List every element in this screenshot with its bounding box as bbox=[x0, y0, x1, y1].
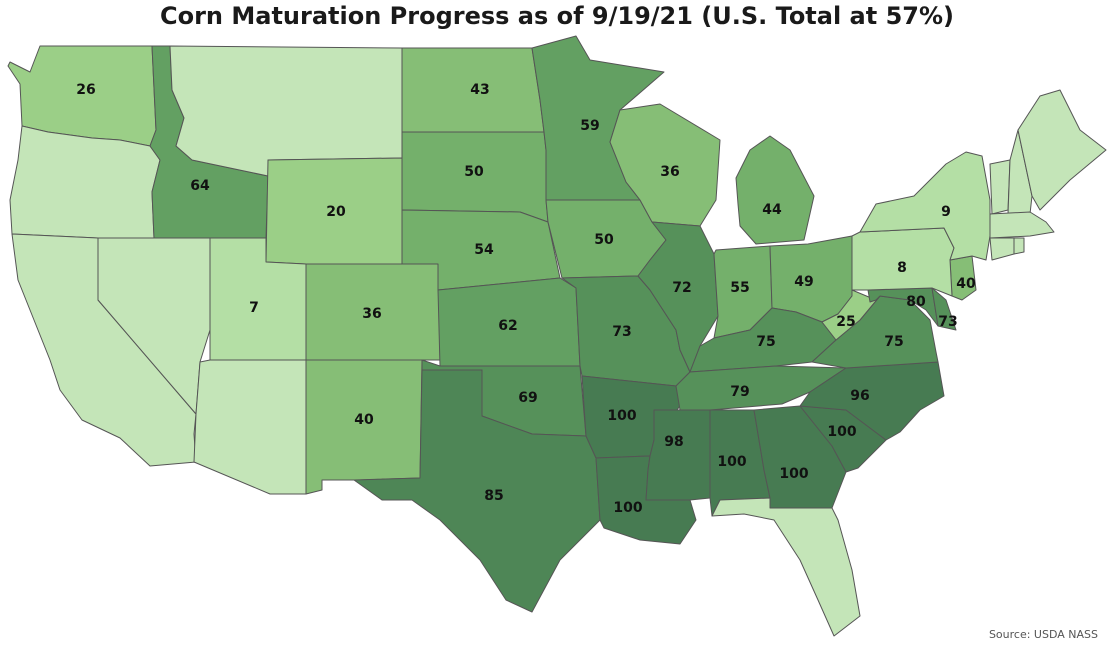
state-arizona bbox=[193, 359, 307, 495]
map-title: Corn Maturation Progress as of 9/19/21 (… bbox=[159, 2, 954, 30]
value-label-new-jersey: 40 bbox=[956, 276, 976, 292]
value-label-alabama: 100 bbox=[717, 454, 746, 470]
value-label-virginia: 75 bbox=[884, 334, 903, 350]
state-texas bbox=[353, 369, 601, 613]
value-label-texas: 85 bbox=[484, 488, 503, 504]
value-label-michigan: 44 bbox=[762, 202, 782, 218]
value-label-colorado: 36 bbox=[362, 306, 381, 322]
value-label-indiana: 55 bbox=[730, 280, 749, 296]
value-label-arkansas: 100 bbox=[607, 408, 636, 424]
value-label-wyoming: 20 bbox=[326, 204, 346, 220]
state-delaware bbox=[931, 287, 957, 331]
value-label-missouri: 73 bbox=[612, 324, 631, 340]
value-label-delaware: 73 bbox=[938, 314, 957, 330]
state-montana bbox=[169, 45, 403, 177]
value-label-south-dakota: 50 bbox=[464, 164, 484, 180]
value-label-iowa: 50 bbox=[594, 232, 614, 248]
state-new-hampshire bbox=[1007, 129, 1033, 215]
state-tennessee bbox=[675, 365, 847, 411]
value-label-new-york: 9 bbox=[941, 204, 951, 220]
value-label-illinois: 72 bbox=[672, 280, 691, 296]
state-north-carolina bbox=[799, 361, 945, 441]
value-label-nebraska: 54 bbox=[474, 242, 494, 258]
value-label-washington: 26 bbox=[76, 82, 95, 98]
value-label-kentucky: 75 bbox=[756, 334, 775, 350]
state-vermont bbox=[989, 159, 1011, 215]
value-label-utah: 7 bbox=[249, 300, 259, 316]
value-label-mississippi: 98 bbox=[664, 434, 683, 450]
value-label-pennsylvania: 8 bbox=[897, 260, 907, 276]
source-note: Source: USDA NASS bbox=[988, 628, 1098, 641]
value-label-ohio: 49 bbox=[794, 274, 813, 290]
state-florida bbox=[711, 497, 861, 637]
value-label-minnesota: 59 bbox=[580, 118, 599, 134]
value-label-new-mexico: 40 bbox=[354, 412, 374, 428]
value-label-georgia: 100 bbox=[779, 466, 808, 482]
value-label-maryland: 80 bbox=[906, 294, 926, 310]
state-massachusetts bbox=[989, 211, 1055, 239]
value-label-west-virginia: 25 bbox=[836, 314, 855, 330]
value-label-tennessee: 79 bbox=[730, 384, 749, 400]
value-label-south-carolina: 100 bbox=[827, 424, 856, 440]
value-label-kansas: 62 bbox=[498, 318, 517, 334]
state-connecticut bbox=[989, 237, 1015, 261]
state-michigan bbox=[735, 135, 815, 245]
value-label-wisconsin: 36 bbox=[660, 164, 679, 180]
state-mississippi bbox=[645, 409, 711, 501]
state-shapes bbox=[7, 35, 1107, 637]
state-maine bbox=[1017, 89, 1107, 211]
value-label-oklahoma: 69 bbox=[518, 390, 537, 406]
state-rhode-island bbox=[1013, 237, 1025, 255]
value-label-north-dakota: 43 bbox=[470, 82, 489, 98]
value-label-idaho: 64 bbox=[190, 178, 210, 194]
value-label-louisiana: 100 bbox=[613, 500, 642, 516]
value-label-north-carolina: 96 bbox=[850, 388, 869, 404]
